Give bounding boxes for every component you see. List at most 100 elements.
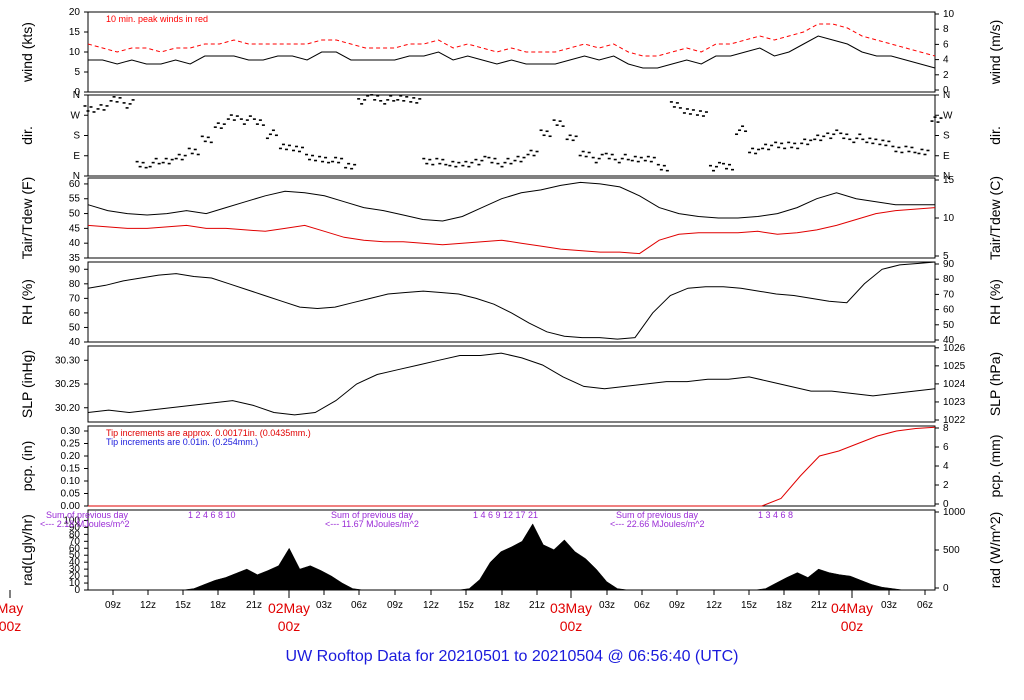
panel-frame — [87, 11, 936, 93]
dir-point — [558, 120, 562, 122]
dir-point — [477, 163, 481, 166]
day-label: 03May — [550, 600, 592, 616]
y-tick-label: 90 — [69, 522, 81, 533]
y-tick-label: 80 — [69, 529, 81, 540]
rad-hour-marks: 1 4 6 9 12 17 21 — [473, 510, 538, 520]
dir-point — [350, 167, 354, 170]
panel-frame — [87, 177, 936, 259]
dir-point — [936, 121, 940, 123]
dir-point — [748, 151, 752, 154]
dir-point — [728, 163, 732, 166]
day-label: May — [0, 600, 23, 616]
dir-point — [535, 150, 539, 153]
dir-point — [157, 162, 161, 165]
dir-point — [86, 110, 90, 112]
dir-point — [213, 126, 217, 128]
dir-point — [261, 124, 265, 126]
y-tick-label: 30.25 — [55, 379, 80, 390]
dir-point — [887, 140, 891, 143]
dir-point — [271, 129, 275, 132]
rad-sum-value: <--- 2.18 MJoules/m^2 — [40, 519, 130, 529]
dir-point — [532, 154, 536, 157]
y-tick-label-right: 90 — [943, 259, 955, 270]
y-tick-label: 0.30 — [61, 426, 81, 437]
x-tick-label: 03z — [599, 600, 615, 611]
dir-point — [314, 159, 318, 162]
y-tick-label: N — [73, 171, 80, 182]
y-tick-label: 60 — [69, 543, 81, 554]
dir-point — [216, 122, 220, 124]
x-tick-label: 18z — [494, 600, 510, 611]
y-tick-label: N — [943, 171, 950, 182]
dir-point — [813, 138, 817, 141]
rad-hour-marks: 1 2 4 6 8 10 — [188, 510, 236, 520]
y-tick-label: W — [71, 110, 81, 121]
dir-point — [344, 166, 348, 169]
dir-point — [131, 99, 135, 101]
dir-point — [604, 152, 608, 155]
dir-point — [839, 132, 843, 135]
dir-point — [682, 112, 686, 114]
dir-point — [483, 155, 487, 158]
dir-point — [865, 141, 869, 144]
dir-point — [868, 137, 872, 140]
dir-point — [659, 168, 663, 171]
dir-point — [926, 149, 930, 152]
panel-rad: rad(Lgly/hr) rad (W/m^2)01020304050607080… — [19, 507, 1003, 596]
dir-point — [672, 106, 676, 108]
y-tick-label: 35 — [69, 253, 81, 264]
dir-point — [548, 135, 552, 138]
y-tick-label: 10 — [69, 578, 81, 589]
y-axis-label-right: dir. — [987, 126, 1003, 145]
y-tick-label: E — [943, 151, 950, 162]
dir-point — [506, 157, 510, 160]
dir-point — [581, 150, 585, 153]
dir-point — [287, 144, 291, 147]
rad-sum-value: <--- 11.67 MJoules/m^2 — [325, 519, 419, 529]
y-tick-label-right: 0 — [943, 499, 949, 510]
panel-temp: Tair/Tdew (F) Tair/Tdew (C) 35 40 45 50 55 60 5 1… — [19, 175, 1003, 264]
dir-point — [255, 123, 259, 125]
dir-point — [643, 159, 647, 162]
dir-point — [761, 147, 765, 150]
y-tick-label-right: 80 — [943, 274, 955, 285]
dir-point — [379, 100, 383, 102]
dir-point — [545, 130, 549, 133]
wind-annotation: 10 min. peak winds in red — [106, 14, 208, 24]
dir-point — [383, 103, 387, 105]
dir-point — [665, 169, 669, 172]
y-tick-label-right: 8 — [943, 423, 949, 434]
dir-point — [738, 129, 742, 132]
y-tick-label: 90 — [69, 264, 81, 275]
dir-point — [930, 120, 934, 122]
series-line — [88, 35, 936, 69]
y-tick-label-right: 10 — [943, 9, 955, 20]
series-line — [87, 181, 935, 222]
dir-point — [203, 140, 207, 143]
y-tick-label-right: 10 — [943, 213, 955, 224]
dir-point — [331, 160, 335, 163]
dir-point — [470, 161, 474, 164]
dir-point — [122, 102, 126, 104]
dir-point — [297, 150, 301, 153]
dir-point — [291, 149, 295, 152]
y-tick-label: 20 — [69, 571, 81, 582]
dir-point — [402, 100, 406, 102]
dir-point — [767, 148, 771, 151]
rad-hour-marks: 1 3 4 6 8 — [758, 510, 793, 520]
dir-point — [164, 157, 168, 160]
dir-point — [757, 148, 761, 151]
dir-point — [334, 156, 338, 159]
dir-point — [422, 157, 426, 160]
dewpoint-line — [87, 207, 936, 255]
y-tick-label: 60 — [69, 179, 81, 190]
dir-point — [574, 135, 578, 138]
x-tick-label: 12z — [423, 600, 439, 611]
dir-point — [714, 165, 718, 168]
dir-point — [555, 124, 559, 126]
dir-point — [878, 143, 882, 146]
panel-frame — [87, 261, 936, 343]
dir-point — [412, 97, 416, 99]
dir-point — [691, 109, 695, 111]
dir-point — [193, 148, 197, 151]
